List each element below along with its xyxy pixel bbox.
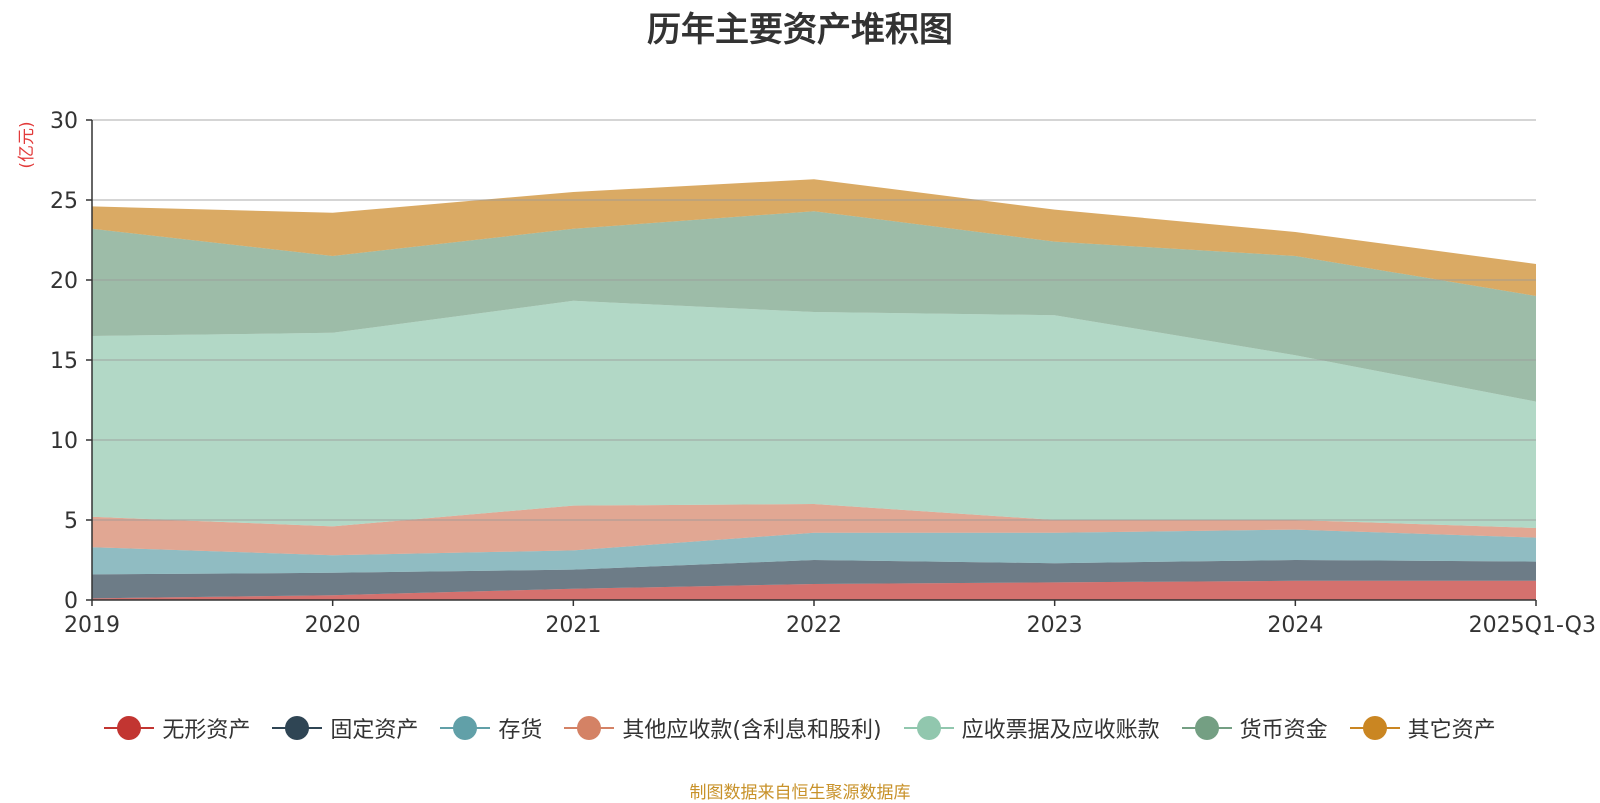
area-series-6 (92, 179, 1536, 296)
y-tick-label: 20 (50, 269, 78, 294)
legend-item-1[interactable]: 固定资产 (272, 712, 418, 744)
chart-legend: 无形资产 固定资产 存货 其他应收款(含利息和股利) 应收票据及应收账款 货币资金 其它资产 (0, 712, 1600, 744)
legend-label: 无形资产 (162, 718, 251, 743)
area-series-4 (92, 300, 1536, 528)
x-tick-label: 2022 (786, 613, 842, 638)
legend-item-6[interactable]: 其它资产 (1349, 712, 1496, 744)
legend-label: 应收票据及应收账款 (961, 718, 1160, 743)
y-tick-label: 5 (64, 509, 78, 534)
legend-label: 其它资产 (1407, 718, 1496, 743)
legend-marker-icon (440, 716, 491, 740)
legend-marker-icon (564, 716, 615, 740)
x-tick-label: 2021 (545, 613, 601, 638)
x-tick-label: 2024 (1267, 613, 1323, 638)
area-series-2 (92, 529, 1536, 575)
y-tick-label: 30 (50, 109, 78, 134)
legend-marker-icon (104, 716, 155, 740)
x-tick-label: 2019 (64, 613, 120, 638)
y-axis-unit-label: (亿元) (17, 121, 37, 168)
legend-item-0[interactable]: 无形资产 (104, 712, 250, 744)
source-note: 制图数据来自恒生聚源数据库 (689, 783, 911, 803)
legend-item-3[interactable]: 其他应收款(含利息和股利) (564, 712, 882, 744)
y-tick-label: 25 (50, 189, 78, 214)
area-series-3 (92, 504, 1536, 556)
legend-label: 固定资产 (330, 718, 419, 743)
x-tick-label: 2023 (1027, 613, 1083, 638)
area-series-1 (92, 560, 1536, 599)
x-tick-label: 2020 (305, 613, 361, 638)
area-series-5 (92, 211, 1536, 402)
area-layers (92, 179, 1536, 600)
y-tick-label: 0 (64, 589, 78, 614)
legend-label: 货币资金 (1239, 718, 1328, 743)
legend-marker-icon (1349, 716, 1400, 740)
legend-item-5[interactable]: 货币资金 (1181, 712, 1328, 744)
legend-marker-icon (903, 716, 954, 740)
legend-marker-icon (272, 716, 323, 740)
area-series-0 (92, 580, 1536, 600)
legend-item-4[interactable]: 应收票据及应收账款 (903, 712, 1160, 744)
legend-marker-icon (1181, 716, 1232, 740)
chart-title: 历年主要资产堆积图 (647, 10, 953, 50)
legend-item-2[interactable]: 存货 (440, 712, 542, 744)
y-tick-label: 10 (50, 429, 78, 454)
y-tick-label: 15 (50, 349, 78, 374)
legend-label: 其他应收款(含利息和股利) (622, 718, 882, 743)
legend-label: 存货 (498, 718, 543, 743)
x-tick-label: 2025Q1-Q3 (1469, 613, 1596, 638)
stacked-area-chart: 0 5 10 15 20 25 30 2019 2020 2021 2022 2023 2024 2025… (17, 109, 1596, 638)
